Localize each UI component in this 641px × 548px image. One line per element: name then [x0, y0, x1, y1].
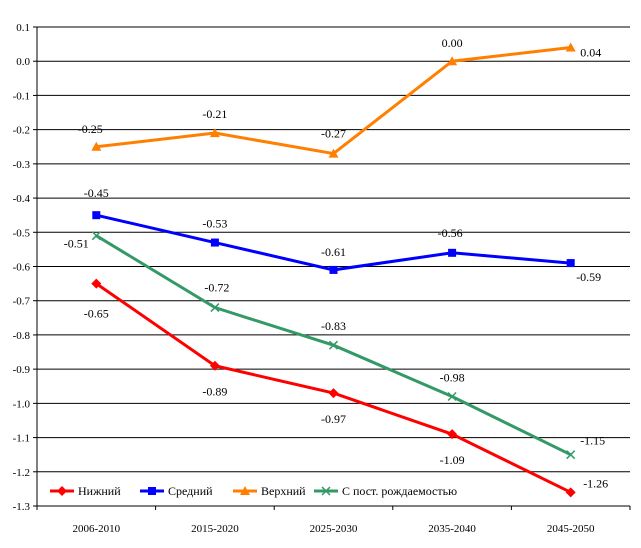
legend: Нижний Средний Верхний С пост. рождаемостью [50, 484, 457, 498]
series-group [91, 42, 576, 498]
data-label: -0.97 [321, 412, 346, 426]
series-marker [328, 148, 339, 158]
y-tick-label: -0.1 [13, 90, 30, 102]
series-marker [448, 248, 457, 257]
series-marker [210, 238, 219, 247]
series-marker [92, 211, 101, 220]
data-label: -0.56 [438, 226, 463, 240]
data-label: -0.25 [78, 122, 103, 136]
data-label: -0.59 [576, 270, 601, 284]
y-tick-label: -0.2 [13, 125, 30, 137]
data-label: -0.21 [202, 107, 227, 121]
y-tick-label: -0.7 [13, 296, 31, 308]
y-tick-label: -0.9 [13, 364, 31, 376]
legend-label: Верхний [261, 484, 306, 498]
y-tick-label: -0.4 [13, 193, 31, 205]
data-label: -0.27 [321, 127, 346, 141]
series-marker [566, 259, 575, 268]
y-tick-label: -1.1 [13, 433, 30, 445]
x-tick-label: 2035-2040 [428, 523, 476, 535]
series-marker [328, 388, 339, 399]
series-line [95, 282, 572, 494]
y-tick-label: -0.8 [13, 330, 31, 342]
data-label: -0.45 [84, 186, 109, 200]
data-label: -1.26 [583, 476, 608, 490]
series-line [95, 213, 571, 272]
legend-marker [240, 486, 250, 495]
series-marker [329, 265, 338, 274]
legend-item: Верхний [233, 484, 306, 498]
data-label: -1.09 [440, 453, 465, 467]
series-marker [209, 360, 220, 371]
data-label: 0.00 [442, 36, 463, 50]
data-label: -0.72 [204, 281, 229, 295]
data-label: 0.04 [580, 46, 601, 60]
data-label: -0.83 [321, 319, 346, 333]
y-tick-label: -0.6 [13, 262, 31, 274]
data-label: -1.15 [580, 434, 605, 448]
series-marker [566, 450, 576, 460]
legend-item: Средний [140, 484, 213, 498]
data-label: -0.65 [84, 307, 109, 321]
series-marker [91, 278, 102, 289]
legend-label: Нижний [78, 484, 121, 498]
data-label: -0.53 [202, 217, 227, 231]
series-marker [565, 42, 576, 52]
series-marker [210, 303, 220, 313]
x-tick-label: 2006-2010 [72, 523, 120, 535]
x-tick-label: 2045-2050 [547, 523, 595, 535]
legend-marker [321, 486, 331, 496]
y-tick-label: -1.2 [13, 467, 30, 479]
y-tick-label: -1.3 [13, 501, 31, 513]
axes [33, 26, 631, 510]
x-tick-label: 2015-2020 [191, 523, 239, 535]
x-tick-label: 2025-2030 [310, 523, 358, 535]
y-tick-label: 0.1 [16, 22, 30, 34]
x-tick-labels: 2006-2010 2015-2020 2025-2030 2035-2040 2045… [72, 523, 595, 535]
series-marker [447, 429, 458, 440]
y-tick-label: 0.0 [16, 56, 30, 68]
legend-label: Средний [168, 484, 213, 498]
series-marker [447, 391, 457, 402]
legend-label: С пост. рождаемостью [342, 484, 457, 498]
data-label: -0.61 [321, 245, 346, 259]
data-label: -0.51 [64, 237, 89, 251]
y-tick-label: -0.3 [13, 159, 31, 171]
legend-marker [148, 487, 156, 495]
data-label: -0.98 [440, 371, 465, 385]
legend-marker [57, 486, 67, 496]
data-label: -0.89 [202, 385, 227, 399]
legend-item: С пост. рождаемостью [314, 484, 457, 498]
y-tick-label: -1.0 [13, 398, 31, 410]
y-tick-labels: 0.1 0.0 -0.1 -0.2 -0.3 -0.4 -0.5 -0.6 -0.7 -0.8 -0… [13, 22, 31, 513]
series-marker [209, 128, 220, 138]
legend-item: Нижний [50, 484, 121, 498]
data-labels: -0.65 -0.89 -0.97 -1.09 -1.26 -0.45 -0.53 -0.61… [64, 36, 608, 490]
series-marker [447, 56, 458, 66]
series-marker [565, 487, 576, 498]
series-marker [91, 141, 102, 151]
series-marker [328, 340, 339, 350]
series-marker [91, 231, 101, 241]
y-tick-label: -0.5 [13, 227, 31, 239]
